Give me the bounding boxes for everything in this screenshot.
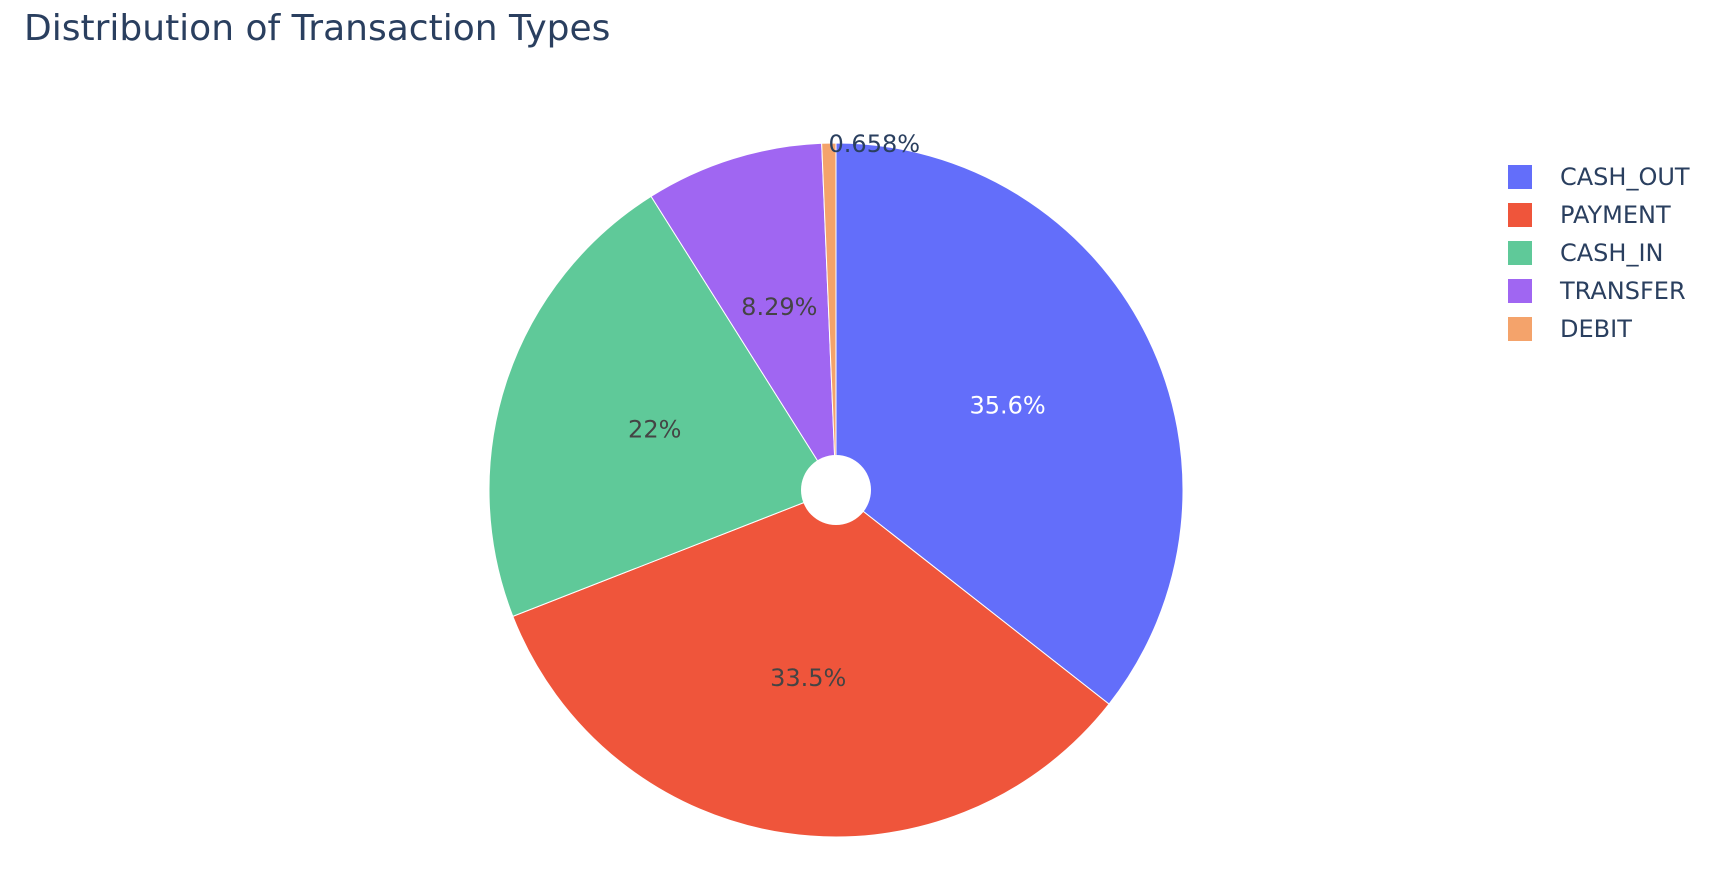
- legend-item-cash-out[interactable]: CASH_OUT: [1508, 158, 1690, 196]
- pie-slice-cash-in[interactable]: [488, 195, 837, 618]
- legend-swatch: [1508, 241, 1532, 265]
- legend-item-debit[interactable]: DEBIT: [1508, 310, 1690, 348]
- legend-label: CASH_IN: [1560, 239, 1664, 267]
- legend-label: DEBIT: [1560, 315, 1632, 343]
- legend-swatch: [1508, 165, 1532, 189]
- pie-slice-transfer[interactable]: [650, 142, 837, 492]
- legend-swatch: [1508, 279, 1532, 303]
- pie-hole: [801, 455, 871, 525]
- pie-label-payment: 33.5%: [770, 664, 846, 692]
- pie-slice-debit[interactable]: [821, 142, 837, 491]
- legend: CASH_OUT PAYMENT CASH_IN TRANSFER DEBIT: [1508, 158, 1690, 348]
- pie-label-cash-in: 22%: [628, 415, 681, 443]
- legend-label: PAYMENT: [1560, 201, 1671, 229]
- pie-label-cash-out: 35.6%: [969, 391, 1045, 419]
- pie-label-transfer: 8.29%: [741, 293, 817, 321]
- legend-label: CASH_OUT: [1560, 163, 1690, 191]
- pie-slices: [488, 142, 1184, 838]
- chart-title: Distribution of Transaction Types: [24, 8, 611, 49]
- pie-labels: 35.6% 33.5% 22% 8.29% 0.658%: [628, 130, 1046, 692]
- legend-label: TRANSFER: [1560, 277, 1686, 305]
- legend-item-payment[interactable]: PAYMENT: [1508, 196, 1690, 234]
- pie-label-debit: 0.658%: [829, 130, 921, 158]
- legend-item-cash-in[interactable]: CASH_IN: [1508, 234, 1690, 272]
- pie-slice-cash-out[interactable]: [835, 142, 1184, 705]
- legend-swatch: [1508, 317, 1532, 341]
- pie-slice-payment[interactable]: [512, 489, 1110, 838]
- legend-swatch: [1508, 203, 1532, 227]
- legend-item-transfer[interactable]: TRANSFER: [1508, 272, 1690, 310]
